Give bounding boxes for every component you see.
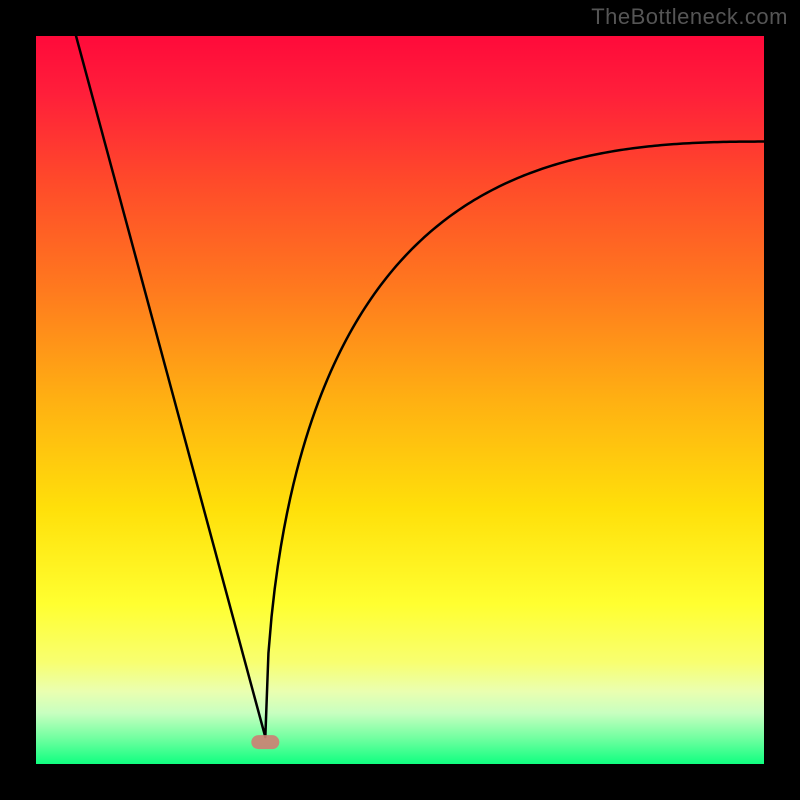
minimum-marker — [251, 735, 279, 749]
chart-container: TheBottleneck.com — [0, 0, 800, 800]
watermark-text: TheBottleneck.com — [591, 4, 788, 30]
bottleneck-chart — [0, 0, 800, 800]
